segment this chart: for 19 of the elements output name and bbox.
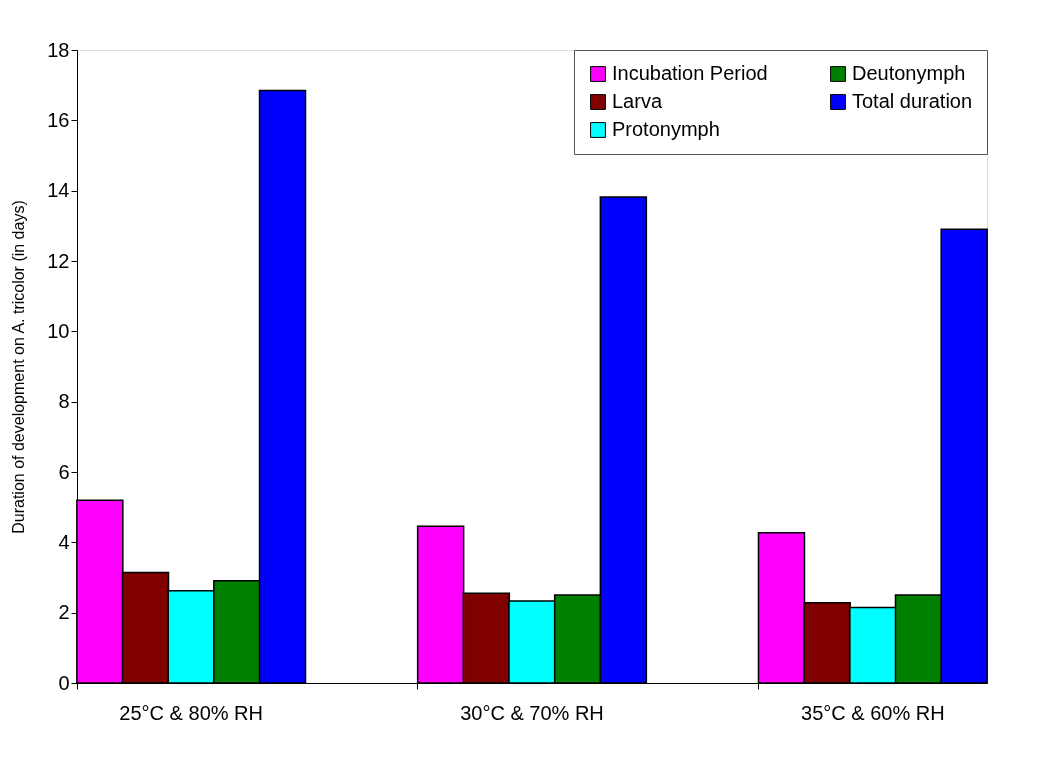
y-tick-label: 14 xyxy=(47,179,70,202)
y-tick-label: 16 xyxy=(47,108,70,131)
y-tick-label: 10 xyxy=(47,319,70,342)
y-tick-label: 8 xyxy=(58,390,70,413)
y-tick-label: 6 xyxy=(58,460,70,483)
y-tick-label: 4 xyxy=(58,530,70,553)
y-tick-label: 12 xyxy=(47,249,70,272)
x-tick-label: 30°C & 70% RH xyxy=(460,701,604,724)
legend-label: Larva xyxy=(612,90,663,112)
y-tick-label: 2 xyxy=(58,601,70,624)
legend-label: Total duration xyxy=(852,90,973,112)
y-tick-label: 0 xyxy=(58,671,70,694)
legend-label: Incubation Period xyxy=(612,62,768,84)
legend-label: Deutonymph xyxy=(852,62,966,84)
x-tick-label: 25°C & 80% RH xyxy=(119,701,263,724)
legend-label: Protonymph xyxy=(612,118,720,140)
x-tick-label: 35°C & 60% RH xyxy=(801,701,945,724)
y-axis-title: Duration of development on A. tricolor (in days) xyxy=(10,200,28,534)
y-tick-label: 18 xyxy=(47,38,70,61)
